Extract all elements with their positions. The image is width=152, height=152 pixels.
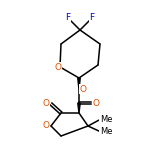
Text: O: O <box>43 121 50 131</box>
Text: O: O <box>93 98 100 107</box>
Text: O: O <box>79 85 86 93</box>
Polygon shape <box>78 78 80 90</box>
Polygon shape <box>78 103 80 113</box>
Text: F: F <box>89 14 95 22</box>
Text: F: F <box>66 14 71 22</box>
Text: Me: Me <box>100 128 112 136</box>
Text: O: O <box>55 62 62 71</box>
Text: Me: Me <box>100 114 112 123</box>
Text: O: O <box>43 100 50 109</box>
